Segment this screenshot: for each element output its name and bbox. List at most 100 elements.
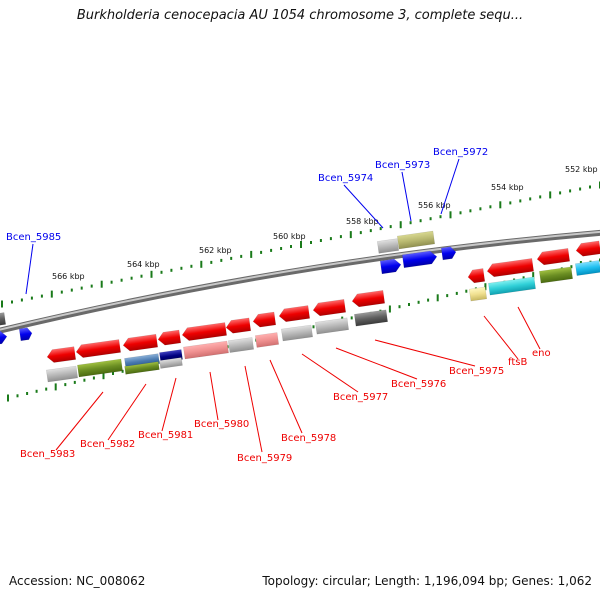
gene-label-reverse: Bcen_5980 (194, 419, 249, 430)
gene-label-reverse: Bcen_5975 (449, 366, 504, 377)
outer-scale-minor-tick (270, 248, 273, 252)
inner-scale-major-tick (7, 394, 9, 402)
outer-scale-minor-tick (110, 280, 113, 284)
scale-label: 564 kbp (127, 260, 160, 269)
gene-label-reverse: Bcen_5978 (281, 433, 336, 444)
outer-scale-minor-tick (319, 239, 322, 242)
outer-scale-minor-tick (489, 205, 492, 209)
inner-scale-minor-tick (522, 276, 525, 280)
outer-scale-minor-tick (11, 300, 13, 304)
inner-scale-major-tick (102, 372, 105, 380)
gene-arrow (278, 305, 311, 322)
inner-scale-minor-tick (398, 305, 401, 309)
outer-scale-minor-tick (589, 185, 591, 189)
inner-scale-minor-tick (26, 392, 29, 395)
gene-annotation-box (315, 317, 349, 335)
gene-features (0, 230, 600, 383)
inner-scale-minor-tick (455, 291, 458, 295)
scale-label: 552 kbp (565, 165, 598, 174)
outer-scale-minor-tick (40, 294, 43, 298)
inner-scale-minor-tick (350, 316, 353, 320)
inner-scale-major-tick (388, 305, 391, 313)
inner-scale-minor-tick (427, 298, 430, 302)
scale-label: 556 kbp (418, 201, 451, 210)
inner-scale-minor-tick (64, 383, 67, 387)
outer-scale-minor-tick (20, 298, 23, 302)
leader-line (374, 339, 476, 367)
outer-scale-major-tick (549, 191, 552, 199)
inner-scale-major-tick (54, 383, 57, 391)
gene-annotation-box (281, 324, 313, 342)
scale-label: 560 kbp (273, 232, 306, 241)
inner-scale-major-tick (532, 272, 535, 280)
leader-line (269, 359, 303, 434)
leader-line (343, 184, 384, 229)
gene-arrow (440, 246, 457, 261)
leader-line (440, 158, 460, 215)
inner-scale-minor-tick (83, 378, 86, 382)
outer-scale-major-tick (399, 221, 402, 229)
outer-scale-minor-tick (459, 211, 462, 215)
gene-annotation-box (77, 358, 123, 378)
scale-label: 554 kbp (491, 183, 524, 192)
gene-arrow (252, 311, 277, 328)
gene-arrow (225, 317, 252, 334)
inner-scale-minor-tick (35, 389, 38, 393)
outer-scale-minor-tick (519, 199, 522, 203)
outer-scale-minor-tick (180, 266, 183, 270)
gene-annotation-box (227, 337, 255, 353)
leader-line (335, 347, 418, 380)
gene-annotation-box (159, 357, 183, 369)
gene-arrow (467, 268, 486, 284)
gene-annotation-box (376, 238, 400, 254)
outer-scale-major-tick (449, 211, 452, 219)
outer-scale-minor-tick (389, 225, 392, 229)
outer-scale-minor-tick (80, 286, 83, 290)
inner-scale-minor-tick (45, 387, 48, 391)
gene-annotation-box (488, 276, 536, 296)
gene-arrow (46, 346, 77, 363)
outer-scale-minor-tick (130, 276, 133, 280)
outer-scale-minor-tick (479, 207, 482, 211)
gene-label-forward: Bcen_5972 (433, 147, 488, 158)
outer-scale-minor-tick (240, 254, 243, 258)
gene-annotation-box (539, 266, 573, 284)
outer-scale-minor-tick (359, 231, 362, 235)
inner-scale-minor-tick (121, 369, 124, 373)
gene-arrow (0, 330, 8, 347)
gene-label-forward: Bcen_5985 (6, 232, 61, 243)
outer-scale-major-tick (200, 260, 203, 268)
outer-scale-major-tick (50, 290, 53, 298)
map-title: Burkholderia cenocepacia AU 1054 chromos… (76, 8, 524, 23)
gene-arrow (486, 258, 534, 278)
gene-label-forward: Bcen_5973 (375, 160, 430, 171)
outer-scale-minor-tick (280, 247, 283, 250)
outer-scale-minor-tick (120, 278, 123, 282)
outer-scale-major-tick (150, 270, 153, 278)
gene-arrow (157, 329, 182, 346)
outer-scale-major-tick (349, 231, 352, 239)
inner-scale-minor-tick (570, 265, 573, 269)
leader-line (55, 391, 104, 451)
outer-scale-minor-tick (529, 197, 532, 201)
outer-scale-minor-tick (60, 290, 63, 294)
outer-scale-minor-tick (260, 250, 263, 254)
scale-label: 562 kbp (199, 246, 232, 255)
gene-arrow (379, 258, 402, 275)
outer-scale-minor-tick (409, 221, 412, 225)
gene-annotation-box (183, 340, 229, 360)
gene-arrow (18, 327, 33, 342)
outer-scale-minor-tick (339, 235, 342, 239)
leader-line (483, 315, 519, 360)
gene-arrow (181, 322, 227, 341)
gene-arrow (351, 290, 386, 308)
outer-scale-minor-tick (509, 201, 512, 205)
gene-label-reverse: Bcen_5976 (391, 379, 446, 390)
gene-label-reverse: Bcen_5979 (237, 453, 292, 464)
outer-scale-major-tick (300, 241, 302, 248)
gene-annotation-box (396, 230, 436, 250)
gene-label-reverse: ftsB (508, 357, 527, 368)
gene-arrow (312, 299, 347, 317)
gene-label-reverse: Bcen_5982 (80, 439, 135, 450)
